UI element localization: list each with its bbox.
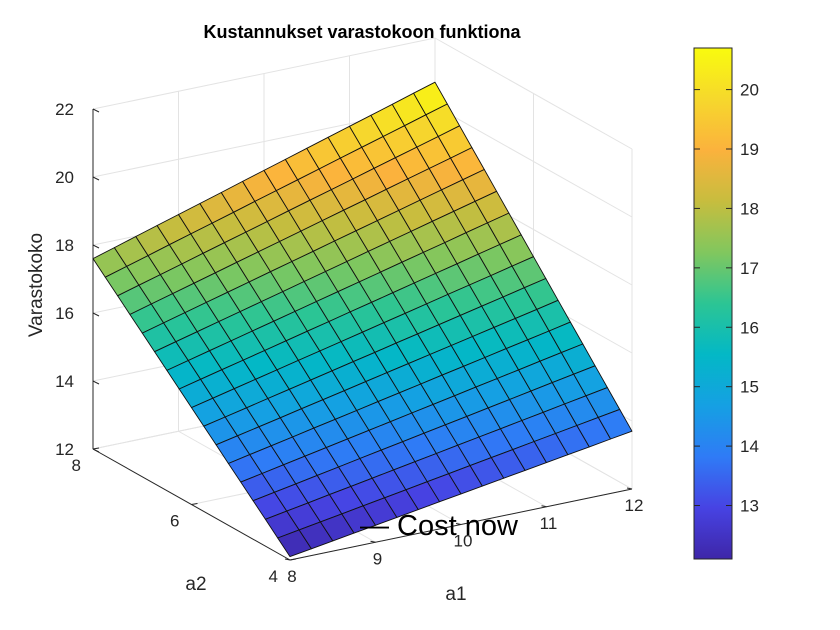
- z-tick: [92, 176, 100, 181]
- y-tick: [92, 447, 100, 450]
- z-axis-label: Varastokoko: [26, 233, 47, 337]
- z-tick: [92, 448, 100, 453]
- surface-face: [597, 408, 633, 440]
- colorbar-tick-label: 16: [740, 318, 759, 337]
- colorbar: 13 14 15 16 17 18 19 20: [693, 47, 759, 560]
- z-tick-label: 16: [55, 304, 74, 323]
- chart-title: Kustannukset varastokoon funktiona: [203, 22, 521, 42]
- y-tick-label: 6: [170, 512, 179, 531]
- y-tick: [289, 558, 297, 561]
- colorbar-tick-label: 18: [740, 199, 759, 218]
- colorbar-tick-label: 13: [740, 497, 759, 516]
- z-tick: [92, 312, 100, 317]
- y-tick: [191, 503, 198, 505]
- x-tick: [626, 487, 633, 490]
- x-tick: [455, 523, 462, 525]
- z-tick-label: 12: [55, 440, 74, 459]
- x-tick-label: 11: [540, 514, 558, 533]
- x-tick-label: 9: [373, 549, 382, 568]
- surface-mesh: [92, 81, 633, 558]
- z-tick-label: 20: [55, 168, 74, 187]
- x-tick: [284, 558, 291, 561]
- y-tick-label: 4: [269, 567, 278, 586]
- colorbar-gradient: [693, 47, 733, 560]
- z-tick: [92, 108, 100, 113]
- colorbar-tick-label: 19: [740, 140, 759, 159]
- y-axis-label: a2: [185, 574, 206, 595]
- x-tick: [370, 540, 376, 543]
- z-tick: [92, 380, 100, 385]
- cost-now-annotation: — Cost now: [360, 510, 519, 542]
- grid-line: [434, 105, 633, 218]
- x-tick-label: 12: [625, 496, 644, 515]
- z-tick: [92, 244, 100, 249]
- colorbar-tick-label: 14: [740, 437, 759, 456]
- x-tick: [541, 505, 547, 508]
- x-tick-label: 10: [454, 532, 473, 551]
- colorbar-tick-label: 17: [740, 259, 759, 278]
- z-tick-label: 18: [55, 236, 74, 255]
- y-tick-label: 8: [72, 456, 81, 475]
- x-tick-label: 8: [287, 567, 296, 586]
- colorbar-tick-label: 20: [740, 81, 759, 100]
- grid-line: [434, 37, 633, 150]
- z-tick-label: 14: [55, 372, 74, 391]
- colorbar-tick-label: 15: [740, 378, 759, 397]
- x-axis-label: a1: [445, 584, 466, 605]
- grid-line: [92, 37, 436, 110]
- z-tick-label: 22: [55, 100, 74, 119]
